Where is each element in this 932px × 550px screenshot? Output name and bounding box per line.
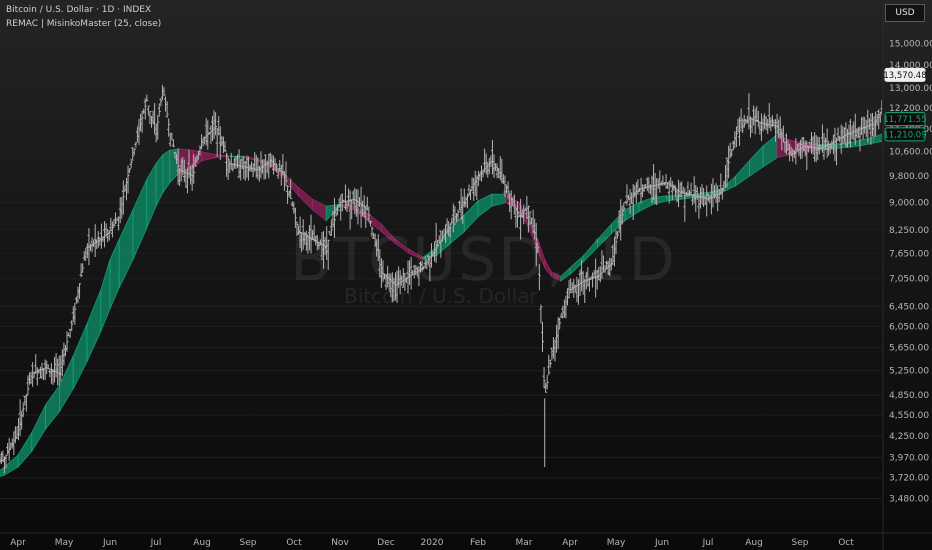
band-segment — [298, 186, 313, 211]
band-segment — [100, 259, 111, 332]
currency-button[interactable]: USD — [885, 4, 925, 22]
band-segment — [155, 153, 164, 207]
y-tick-label: 6,450.00 — [889, 302, 929, 312]
name-watermark: Bitcoin / U.S. Dollar — [344, 284, 538, 308]
y-tick-label: 4,250.00 — [889, 432, 929, 442]
y-tick-label: 7,050.00 — [889, 275, 929, 285]
x-tick-label: May — [55, 538, 74, 548]
price-label-box — [884, 67, 926, 82]
x-tick-label: Nov — [331, 538, 349, 548]
band-segment — [845, 139, 861, 148]
y-tick-label: 9,000.00 — [889, 199, 929, 209]
x-tick-label: Jul — [150, 538, 162, 548]
band-segment — [146, 162, 157, 229]
price-label-text: 13,570.48 — [883, 71, 926, 81]
x-tick-label: Oct — [286, 538, 302, 548]
y-tick-label: 3,480.00 — [889, 494, 929, 504]
x-tick-label: Mar — [516, 538, 533, 548]
y-tick-label: 10,600.00 — [889, 148, 932, 158]
band-segment — [86, 289, 102, 362]
time-axis: Apr May Jun Jul Aug Sep Oct Nov Dec 2020 Feb Mar Apr… — [10, 538, 854, 548]
y-tick-label: 4,850.00 — [889, 391, 929, 401]
band-segment — [831, 142, 847, 150]
y-tick-label: 7,650.00 — [889, 249, 929, 259]
y-tick-label: 5,250.00 — [889, 366, 929, 376]
x-tick-label: Apr — [10, 538, 26, 548]
y-tick-label: 14,000.00 — [889, 61, 932, 71]
indicator-legend[interactable]: REMAC | MisinkoMaster (25, close) — [6, 19, 162, 29]
x-tick-label: Sep — [792, 538, 809, 548]
x-tick-label: Jul — [702, 538, 714, 548]
y-tick-label: 3,970.00 — [889, 453, 929, 463]
band-price-label: 11,210.09 — [883, 127, 927, 142]
x-tick-label: Aug — [193, 538, 211, 548]
price-label-text: 11,210.09 — [883, 130, 926, 140]
band-segment — [477, 193, 493, 218]
y-tick-label: 15,000.00 — [889, 40, 932, 50]
band-segment — [762, 133, 778, 168]
y-tick-label: 9,800.00 — [889, 172, 929, 182]
band-segment — [132, 179, 148, 260]
current-price-label: 13,570.48 — [883, 67, 927, 82]
y-tick-label: 13,000.00 — [889, 84, 932, 94]
y-tick-label: 12,200.00 — [889, 104, 932, 114]
symbol-watermark: BTCUSD, 1D — [290, 225, 677, 295]
band-segment — [45, 384, 60, 431]
band-segment — [873, 133, 882, 144]
band-segment — [17, 431, 33, 469]
band-segment — [735, 159, 750, 187]
band-segment — [201, 151, 217, 162]
x-tick-label: Feb — [470, 538, 486, 548]
price-label-box — [884, 127, 926, 142]
chart-title: Bitcoin / U.S. Dollar · 1D · INDEX — [6, 5, 152, 15]
band-segment — [749, 144, 764, 177]
x-tick-label: Apr — [562, 538, 578, 548]
band-segment — [859, 136, 874, 147]
band-segment — [118, 209, 134, 288]
x-tick-label: May — [607, 538, 626, 548]
y-tick-label: 5,650.00 — [889, 344, 929, 354]
x-tick-label: Aug — [745, 538, 763, 548]
x-tick-label: Sep — [240, 538, 257, 548]
price-label-box — [884, 112, 926, 127]
price-bars — [0, 84, 882, 473]
y-tick-label: 8,250.00 — [889, 226, 929, 236]
band-segment — [491, 193, 506, 207]
remac-band — [0, 133, 882, 477]
band-segment — [693, 192, 709, 198]
band-segment — [31, 404, 46, 453]
x-tick-label: Oct — [838, 538, 854, 548]
x-tick-label: Dec — [377, 538, 394, 548]
band-price-label: 11,771.55 — [883, 112, 927, 127]
price-label-text: 11,771.55 — [883, 115, 926, 125]
band-segment — [72, 323, 88, 389]
y-tick-label: 4,550.00 — [889, 411, 929, 421]
x-tick-label: Jun — [102, 538, 117, 548]
y-tick-label: 3,720.00 — [889, 474, 929, 484]
band-segment — [59, 355, 74, 414]
band-segment — [162, 149, 171, 194]
band-segment — [215, 154, 230, 159]
x-tick-label: Jun — [654, 538, 669, 548]
band-segment — [109, 239, 120, 309]
x-tick-label: 2020 — [421, 538, 444, 548]
y-tick-label: 6,050.00 — [889, 322, 929, 332]
band-segment — [284, 173, 299, 197]
